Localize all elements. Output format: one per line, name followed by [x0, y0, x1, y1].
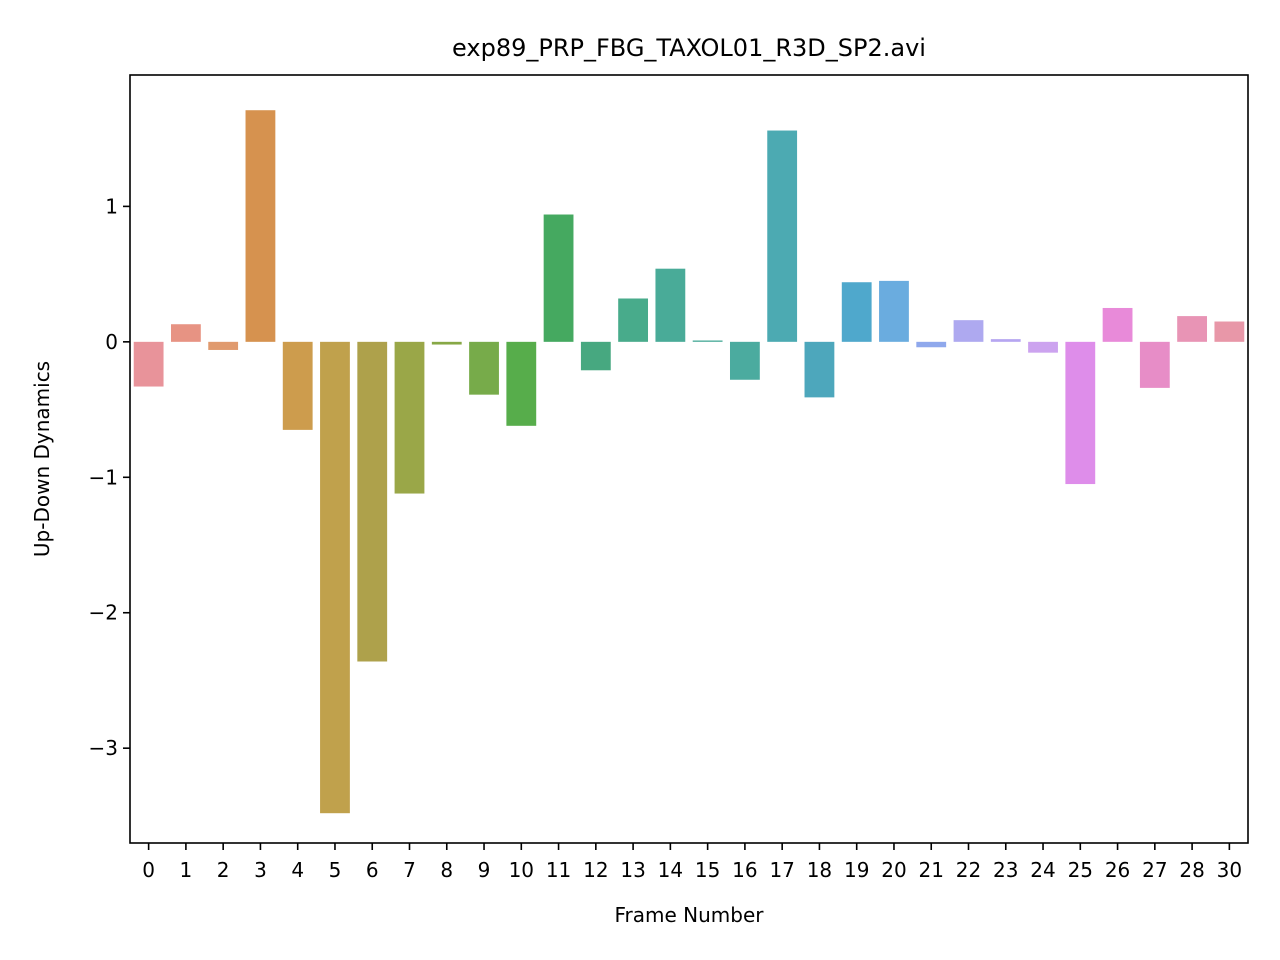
- bar-16: [729, 341, 760, 380]
- y-tick-label: −3: [89, 736, 118, 760]
- bar-0: [133, 341, 164, 387]
- x-tick-label: 15: [695, 858, 720, 882]
- x-tick-label: 4: [291, 858, 304, 882]
- x-axis-label: Frame Number: [614, 903, 764, 927]
- x-tick-label: 2: [217, 858, 230, 882]
- x-tick-label: 16: [732, 858, 757, 882]
- bar-8: [431, 341, 462, 345]
- bar-15: [692, 340, 723, 342]
- x-tick-label: 30: [1217, 858, 1242, 882]
- bar-2: [208, 341, 239, 350]
- x-tick-label: 22: [956, 858, 981, 882]
- x-tick-label: 24: [1030, 858, 1055, 882]
- bar-11: [543, 214, 574, 342]
- x-tick-label: 26: [1105, 858, 1130, 882]
- bar-23: [990, 339, 1021, 342]
- x-tick-label: 12: [583, 858, 608, 882]
- bar-12: [580, 341, 611, 371]
- plot-frame: [129, 74, 1249, 844]
- bar-26: [1102, 307, 1133, 342]
- bar-13: [618, 298, 649, 342]
- x-tick-label: 18: [807, 858, 832, 882]
- x-tick-label: 21: [919, 858, 944, 882]
- x-tick-label: 9: [478, 858, 491, 882]
- x-tick-label: 11: [546, 858, 571, 882]
- bar-7: [394, 341, 425, 494]
- x-tick-label: 23: [993, 858, 1018, 882]
- bar-6: [357, 341, 388, 662]
- x-tick-label: 3: [254, 858, 267, 882]
- x-tick-label: 8: [440, 858, 453, 882]
- bar-24: [1028, 341, 1058, 353]
- y-tick-label: −1: [89, 465, 118, 489]
- x-tick-label: 5: [329, 858, 342, 882]
- x-tick-label: 0: [142, 858, 155, 882]
- x-tick-label: 6: [366, 858, 379, 882]
- x-tick-label: 20: [881, 858, 906, 882]
- x-tick-label: 7: [403, 858, 416, 882]
- chart-title: exp89_PRP_FBG_TAXOL01_R3D_SP2.avi: [452, 34, 926, 62]
- x-tick-label: 13: [620, 858, 645, 882]
- bar-18: [804, 341, 835, 398]
- bar-27: [1139, 341, 1170, 388]
- x-tick-label: 27: [1142, 858, 1167, 882]
- bar-20: [879, 280, 909, 342]
- bar-3: [245, 110, 276, 342]
- x-tick-label: 28: [1179, 858, 1204, 882]
- y-tick-label: 0: [105, 330, 118, 354]
- bar-25: [1065, 341, 1096, 485]
- bar-14: [655, 268, 686, 342]
- x-tick-label: 10: [509, 858, 534, 882]
- bar-28: [1177, 316, 1208, 342]
- bar-10: [506, 341, 537, 426]
- x-tick-label: 19: [844, 858, 869, 882]
- bar-5: [320, 341, 350, 814]
- bar-19: [841, 282, 872, 342]
- bars-group: [133, 110, 1245, 814]
- x-tick-label: 14: [658, 858, 683, 882]
- y-axis-label: Up-Down Dynamics: [30, 361, 54, 557]
- x-tick-label: 17: [769, 858, 794, 882]
- y-tick-label: 1: [105, 194, 118, 218]
- bar-30: [1214, 321, 1245, 342]
- y-tick-label: −2: [89, 601, 118, 625]
- x-axis: 0 1 2 3 4 5 6 7 8 9 10 11 12 13 14 15 16 17 18 19 20 21 22 23 24…: [142, 843, 1242, 882]
- y-axis: 1 0 −1 −2 −3: [89, 194, 130, 760]
- bar-1: [170, 324, 201, 342]
- x-tick-label: 25: [1068, 858, 1093, 882]
- bar-4: [282, 341, 313, 430]
- bar-17: [767, 130, 798, 342]
- x-tick-label: 1: [180, 858, 193, 882]
- bar-22: [953, 320, 984, 342]
- bar-9: [469, 341, 499, 395]
- bar-21: [916, 341, 947, 348]
